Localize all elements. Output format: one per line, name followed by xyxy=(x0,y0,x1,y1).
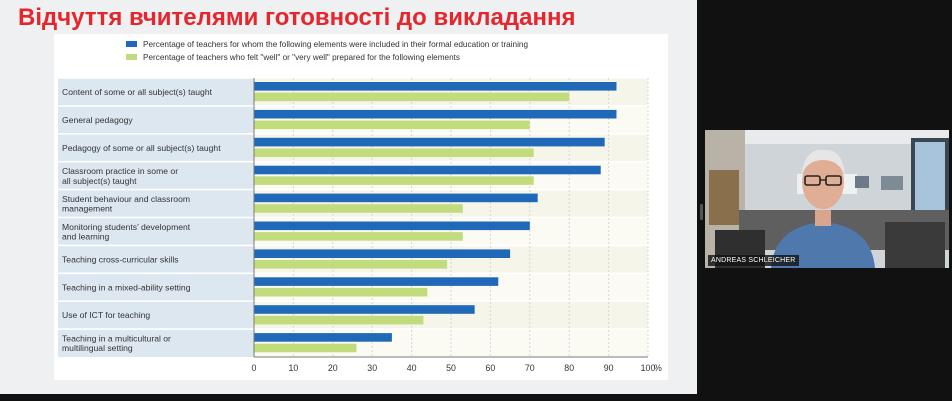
category-label-bg xyxy=(58,78,254,106)
bar-series-2 xyxy=(254,92,570,102)
category-label-bg xyxy=(58,161,254,190)
x-tick-label: 60 xyxy=(486,363,496,373)
bar-series-1 xyxy=(254,137,605,147)
category-label-bg xyxy=(58,133,254,162)
category-label: Student behaviour and classroom xyxy=(62,194,190,204)
bar-series-2 xyxy=(254,315,424,325)
x-tick-label: 100 xyxy=(641,363,656,373)
category-label: multilingual setting xyxy=(62,343,133,353)
category-label: all subject(s) taught xyxy=(62,176,137,186)
bar-series-2 xyxy=(254,260,448,269)
bar-series-2 xyxy=(254,176,534,185)
category-label-bg xyxy=(58,217,254,246)
x-tick-label: 40 xyxy=(407,363,417,373)
participant-video-tile[interactable]: ANDREAS SCHLEICHER xyxy=(705,130,949,268)
category-label: and learning xyxy=(62,232,110,242)
bar-series-1 xyxy=(254,109,617,119)
x-tick-label: 30 xyxy=(367,363,377,373)
bar-series-1 xyxy=(254,333,392,342)
category-label: management xyxy=(62,204,113,214)
category-label: Teaching in a multicultural or xyxy=(62,334,171,344)
legend-swatch-2 xyxy=(126,54,137,60)
category-label-bg xyxy=(58,301,254,330)
category-label: Classroom practice in some or xyxy=(62,166,178,176)
category-label: Teaching in a mixed-ability setting xyxy=(62,282,191,292)
category-label: Teaching cross-curricular skills xyxy=(62,254,179,264)
x-tick-label: 20 xyxy=(328,363,338,373)
bar-chart: Percentage of teachers for whom the foll… xyxy=(58,40,662,373)
category-label-bg xyxy=(58,273,254,302)
x-tick-label: 80 xyxy=(564,363,574,373)
bar-series-2 xyxy=(254,287,428,297)
bar-series-1 xyxy=(254,193,538,203)
category-label: General pedagogy xyxy=(62,115,133,125)
slide-title: Відчуття вчителями готовності до виклада… xyxy=(18,4,576,31)
bar-series-1 xyxy=(254,165,601,175)
category-label: Use of ICT for teaching xyxy=(62,310,150,320)
bar-series-2 xyxy=(254,148,534,157)
bar-series-2 xyxy=(254,204,463,213)
category-label: Content of some or all subject(s) taught xyxy=(62,87,213,97)
category-label-bg xyxy=(58,105,254,134)
participant-name-tag: ANDREAS SCHLEICHER xyxy=(708,255,799,266)
bar-series-2 xyxy=(254,232,463,241)
x-tick-label: 0 xyxy=(252,363,257,373)
x-axis-unit: % xyxy=(654,363,662,373)
category-label-bg xyxy=(58,329,254,357)
legend-label-2: Percentage of teachers who felt "well" o… xyxy=(143,53,460,62)
x-tick-label: 10 xyxy=(289,363,299,373)
legend-swatch-1 xyxy=(126,41,137,47)
shared-slide: Відчуття вчителями готовності до виклада… xyxy=(0,0,697,394)
bar-series-1 xyxy=(254,249,511,258)
x-tick-label: 70 xyxy=(525,363,535,373)
category-label: Monitoring students’ development xyxy=(62,222,191,232)
bar-series-2 xyxy=(254,343,357,353)
legend-label-1: Percentage of teachers for whom the foll… xyxy=(143,40,528,49)
webcam-image xyxy=(705,130,949,268)
bar-series-1 xyxy=(254,221,530,231)
bar-series-1 xyxy=(254,305,475,314)
category-label: Pedagogy of some or all subject(s) taugh… xyxy=(62,143,221,153)
chart-panel: Percentage of teachers for whom the foll… xyxy=(54,34,668,380)
category-label-bg xyxy=(58,245,254,274)
tile-resize-handle[interactable] xyxy=(700,204,703,220)
bar-series-2 xyxy=(254,120,530,130)
bar-series-1 xyxy=(254,277,499,286)
category-label-bg xyxy=(58,189,254,218)
bar-series-1 xyxy=(254,82,617,91)
x-tick-label: 50 xyxy=(446,363,456,373)
x-tick-label: 90 xyxy=(604,363,614,373)
